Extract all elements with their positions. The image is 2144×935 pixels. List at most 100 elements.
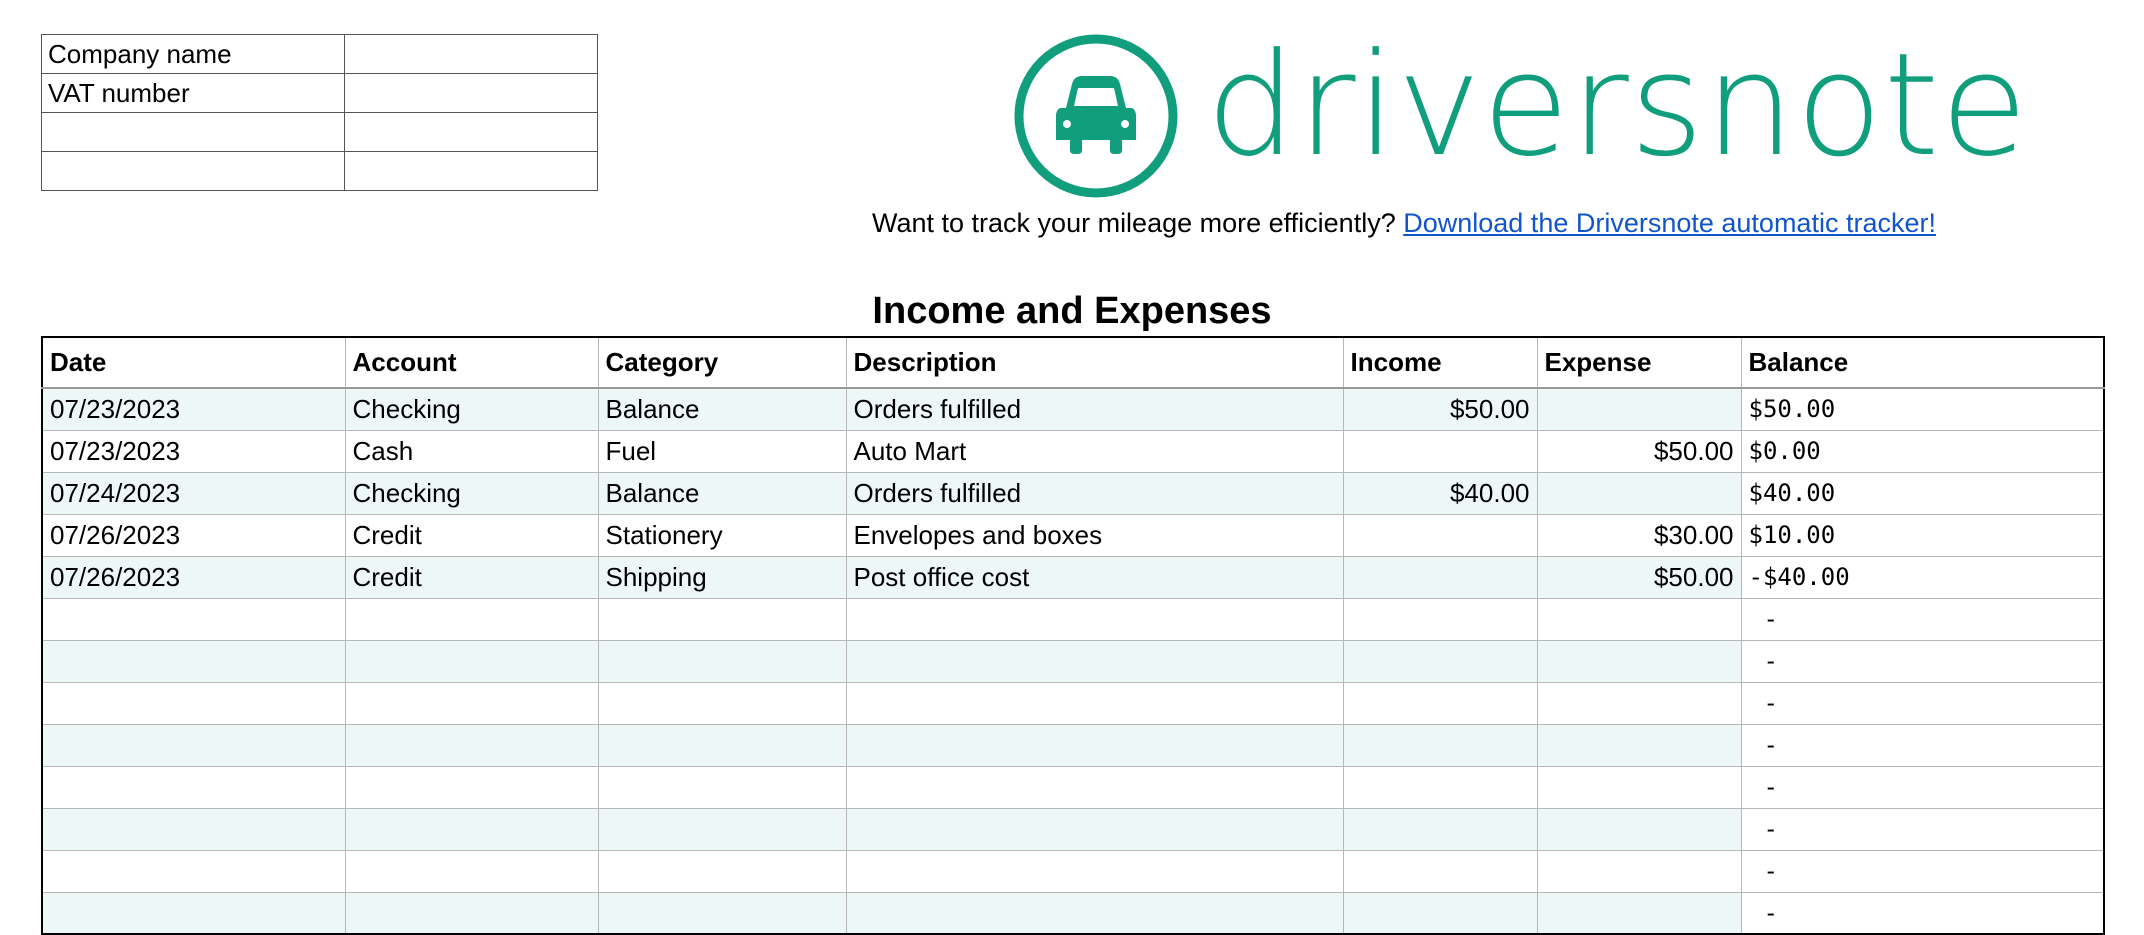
cell-income[interactable]: $40.00 [1342, 471, 1538, 515]
cell-balance[interactable]: - [1740, 639, 2105, 683]
info-value-cell[interactable] [344, 151, 598, 191]
cell-category[interactable] [597, 849, 847, 893]
cell-expense[interactable] [1536, 597, 1742, 641]
cell-balance[interactable]: - [1740, 891, 2105, 935]
cell-income[interactable] [1342, 891, 1538, 935]
cell-date[interactable] [41, 765, 346, 809]
cell-category[interactable] [597, 597, 847, 641]
info-value-cell[interactable] [344, 112, 598, 152]
cell-account[interactable] [344, 849, 599, 893]
cell-category[interactable] [597, 765, 847, 809]
cell-category[interactable] [597, 891, 847, 935]
cell-expense[interactable]: $50.00 [1536, 429, 1742, 473]
cell-expense[interactable] [1536, 387, 1742, 431]
cell-account[interactable] [344, 765, 599, 809]
cell-date[interactable] [41, 639, 346, 683]
cell-category[interactable]: Stationery [597, 513, 847, 557]
cell-account[interactable]: Credit [344, 555, 599, 599]
cell-description[interactable] [845, 681, 1344, 725]
cell-date[interactable] [41, 891, 346, 935]
cell-balance[interactable]: - [1740, 849, 2105, 893]
cell-account[interactable] [344, 723, 599, 767]
info-value-cell[interactable] [344, 73, 598, 113]
cell-account[interactable]: Credit [344, 513, 599, 557]
cell-balance[interactable]: - [1740, 807, 2105, 851]
cell-category[interactable] [597, 639, 847, 683]
cell-expense[interactable] [1536, 681, 1742, 725]
cell-balance[interactable]: $50.00 [1740, 387, 2105, 431]
info-value-cell[interactable] [344, 34, 598, 74]
download-tracker-link[interactable]: Download the Driversnote automatic track… [1403, 208, 1936, 238]
cell-expense[interactable] [1536, 765, 1742, 809]
cell-date[interactable]: 07/23/2023 [41, 429, 346, 473]
cell-income[interactable] [1342, 849, 1538, 893]
cell-date[interactable]: 07/26/2023 [41, 555, 346, 599]
cell-category[interactable] [597, 681, 847, 725]
cell-description[interactable]: Orders fulfilled [845, 387, 1344, 431]
cell-balance[interactable]: - [1740, 597, 2105, 641]
cell-date[interactable]: 07/24/2023 [41, 471, 346, 515]
cell-account[interactable] [344, 597, 599, 641]
cell-balance[interactable]: $10.00 [1740, 513, 2105, 557]
cell-expense[interactable] [1536, 471, 1742, 515]
cell-date[interactable]: 07/23/2023 [41, 387, 346, 431]
cell-income[interactable] [1342, 513, 1538, 557]
cell-account[interactable] [344, 639, 599, 683]
table-row: 07/26/2023 Credit Shipping Post office cost… [41, 555, 2105, 599]
cell-income[interactable] [1342, 429, 1538, 473]
cell-description[interactable]: Orders fulfilled [845, 471, 1344, 515]
cell-income[interactable] [1342, 765, 1538, 809]
cell-income[interactable] [1342, 807, 1538, 851]
cell-expense[interactable] [1536, 849, 1742, 893]
cell-date[interactable] [41, 807, 346, 851]
cell-balance[interactable]: - [1740, 765, 2105, 809]
cell-income[interactable] [1342, 681, 1538, 725]
page-title: Income and Expenses [872, 290, 1272, 332]
cell-balance[interactable]: - [1740, 723, 2105, 767]
cell-category[interactable]: Balance [597, 471, 847, 515]
cell-income[interactable]: $50.00 [1342, 387, 1538, 431]
cell-date[interactable]: 07/26/2023 [41, 513, 346, 557]
cell-expense[interactable] [1536, 807, 1742, 851]
cell-description[interactable]: Post office cost [845, 555, 1344, 599]
cell-description[interactable] [845, 639, 1344, 683]
cell-date[interactable] [41, 681, 346, 725]
cell-expense[interactable]: $50.00 [1536, 555, 1742, 599]
cell-date[interactable] [41, 849, 346, 893]
cell-description[interactable]: Envelopes and boxes [845, 513, 1344, 557]
cell-balance[interactable]: - [1740, 681, 2105, 725]
cell-expense[interactable] [1536, 891, 1742, 935]
cell-description[interactable] [845, 597, 1344, 641]
cell-expense[interactable]: $30.00 [1536, 513, 1742, 557]
cell-expense[interactable] [1536, 639, 1742, 683]
cell-category[interactable]: Shipping [597, 555, 847, 599]
cell-category[interactable] [597, 807, 847, 851]
cell-account[interactable]: Checking [344, 471, 599, 515]
cell-date[interactable] [41, 597, 346, 641]
cell-category[interactable] [597, 723, 847, 767]
cell-account[interactable]: Checking [344, 387, 599, 431]
cell-category[interactable]: Balance [597, 387, 847, 431]
cell-description[interactable] [845, 723, 1344, 767]
cell-category[interactable]: Fuel [597, 429, 847, 473]
cell-description[interactable] [845, 765, 1344, 809]
cell-income[interactable] [1342, 597, 1538, 641]
cell-account[interactable] [344, 891, 599, 935]
cell-account[interactable] [344, 681, 599, 725]
cell-balance[interactable]: $0.00 [1740, 429, 2105, 473]
cell-income[interactable] [1342, 723, 1538, 767]
cell-balance[interactable]: $40.00 [1740, 471, 2105, 515]
cell-description[interactable]: Auto Mart [845, 429, 1344, 473]
cell-description[interactable] [845, 807, 1344, 851]
cell-expense[interactable] [1536, 723, 1742, 767]
cell-description[interactable] [845, 891, 1344, 935]
column-header-expense: Expense [1536, 336, 1742, 389]
cell-account[interactable]: Cash [344, 429, 599, 473]
cell-date[interactable] [41, 723, 346, 767]
cell-description[interactable] [845, 849, 1344, 893]
cell-income[interactable] [1342, 639, 1538, 683]
cell-balance[interactable]: -$40.00 [1740, 555, 2105, 599]
cell-account[interactable] [344, 807, 599, 851]
column-header-income: Income [1342, 336, 1538, 389]
cell-income[interactable] [1342, 555, 1538, 599]
